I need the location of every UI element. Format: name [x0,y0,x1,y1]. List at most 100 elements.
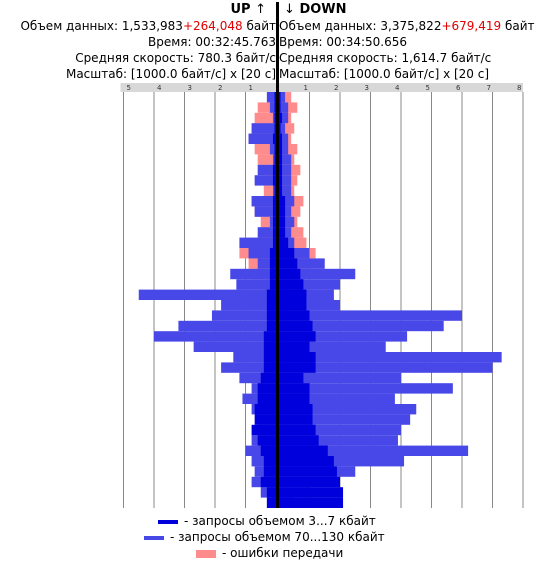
bar-up-small [274,112,276,124]
bar-down-small [279,196,286,207]
bar-up-small [266,487,276,498]
bar-down-small [279,435,319,446]
bar-down-large [279,185,292,196]
bar-up-large [221,300,276,311]
bar-up-small [263,331,276,342]
bar-up-large [248,133,276,144]
bar-up-small [263,341,276,352]
bar-up-large [221,362,276,373]
down-tick-label: 4 [395,84,400,92]
legend-large-label: - запросы объемом 70...130 кбайт [170,530,385,544]
down-tick-label: 2 [334,84,338,92]
up-title: UP ↑ [230,2,266,17]
bar-up-small [272,237,276,248]
bar-down-large [279,372,401,384]
bar-down-large [279,216,295,228]
bar-down-large [279,310,462,321]
bar-down-large [279,331,408,342]
bar-up-small [263,466,276,477]
bar-up-large [254,175,276,186]
bar-down-small [279,476,340,488]
up-volume: Объем данных: 1,533,983+264,048 байт [20,18,276,34]
bar-down-large [279,279,340,290]
bar-up-small [269,279,276,290]
down-speed-value: 1,614.7 байт/с [401,51,492,65]
bar-up-large [154,331,276,342]
bar-down-small [279,154,283,165]
bar-down-small [279,144,283,155]
legend-small: - запросы объемом 3...7 кбайт [158,514,376,528]
bar-down-large [279,144,289,155]
down-scale-label: Масштаб: [279,67,341,81]
bar-down-large [279,123,286,134]
up-title-label: UP [230,2,251,17]
bar-up-small [257,393,276,404]
bar-down-small [279,487,344,498]
bar-down-small [279,352,316,363]
bar-down-small [279,497,344,508]
bar-down-large [279,164,292,176]
bar-down-small [279,248,295,259]
legend-small-swatch [158,519,178,524]
legend-errors-swatch [196,549,216,558]
down-speed-label: Средняя скорость: [279,51,398,65]
bar-up-small [266,300,276,311]
bar-up-small [260,476,276,488]
bar-up-large [257,258,276,269]
bar-up-large [239,237,276,248]
down-tick-label: 3 [365,84,369,92]
bar-up-large [251,196,276,207]
bar-down-small [279,185,283,196]
up-volume-extra: +264,048 [182,19,243,33]
down-tick-label: 7 [487,84,491,92]
bar-up-small [257,435,276,446]
bar-up-large [138,289,276,300]
down-tick-label: 8 [517,84,521,92]
down-tick-label: 6 [456,84,461,92]
legend-small-label: - запросы объемом 3...7 кбайт [184,514,376,528]
bar-up-small [266,497,276,508]
bar-down-small [279,341,310,352]
bar-down-small [279,216,286,228]
bar-down-small [279,175,283,186]
down-time-label: Время: [279,35,323,49]
up-tick-label: 4 [157,84,162,92]
up-tick-label: 3 [188,84,192,92]
up-time: Время: 00:32:45.763 [148,34,276,50]
bar-up-large [233,352,276,363]
bar-up-small [266,310,276,321]
bar-down-small [279,237,289,248]
bar-up-small [257,383,276,394]
down-volume: Объем данных: 3,375,822+679,419 байт [279,18,535,34]
bar-down-small [279,227,286,238]
bar-up-large [266,92,276,103]
bar-down-small [279,102,281,113]
up-tick-label: 1 [249,84,253,92]
bar-up-small [272,216,276,228]
bar-down-large [279,424,401,436]
bar-down-large [279,404,417,415]
bar-up-small [263,352,276,363]
down-volume-label: Объем данных: [279,19,377,33]
bar-down-small [279,383,310,394]
bar-down-small [279,372,304,384]
bar-up-small [272,175,276,186]
bar-up-small [254,404,276,415]
down-scale: Масштаб: [1000.0 байт/с] x [20 с] [279,66,489,82]
bar-down-small [279,404,313,415]
bar-down-large [279,435,398,446]
bar-down-small [279,362,316,373]
bar-down-large [279,300,340,311]
bar-down-small [279,123,281,134]
down-scale-value: [1000.0 байт/с] x [20 с] [343,67,490,81]
bar-down-small [279,456,334,467]
bar-up-small [272,133,276,144]
bar-up-large [211,310,276,321]
bar-up-small [269,258,276,269]
up-arrow-icon: ↑ [255,2,266,17]
bar-up-small [274,144,276,155]
down-title: ↓ DOWN [284,2,347,17]
legend-errors: - ошибки передачи [196,546,343,560]
bar-down-small [279,445,328,456]
